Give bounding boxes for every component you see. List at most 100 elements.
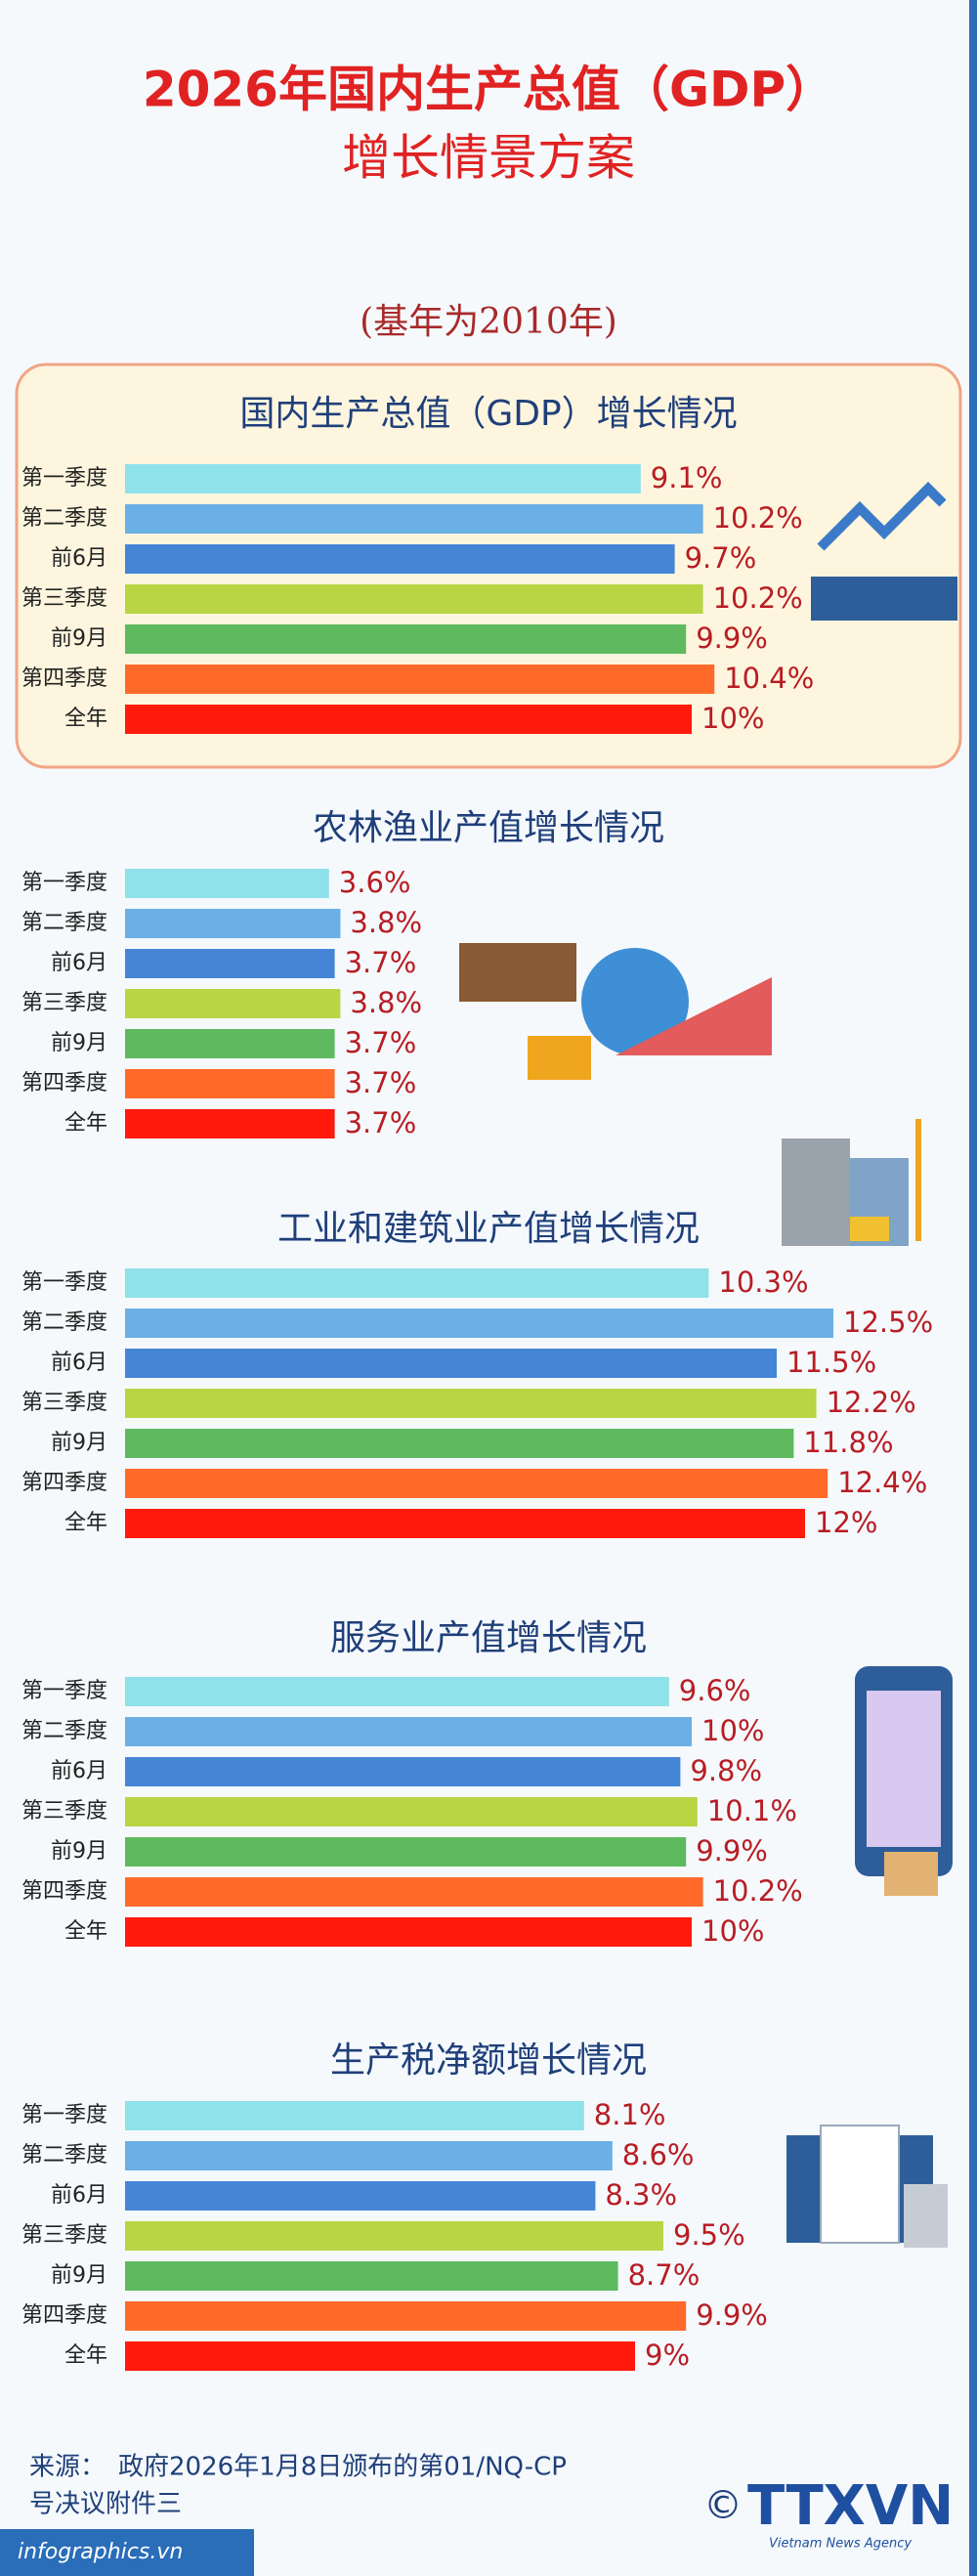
value-label: 12.5% bbox=[843, 1306, 933, 1339]
site-band bbox=[0, 2529, 254, 2576]
bar bbox=[125, 1837, 687, 1867]
bar bbox=[125, 2141, 613, 2170]
value-label: 10% bbox=[701, 1714, 764, 1747]
category-label: 前9月 bbox=[51, 2263, 107, 2288]
chart-title: 农林渔业产值增长情况 bbox=[313, 808, 664, 848]
title-line2: 增长情景方案 bbox=[342, 130, 635, 187]
bar bbox=[125, 1469, 828, 1498]
category-label: 前6月 bbox=[51, 1759, 107, 1783]
value-label: 8.7% bbox=[628, 2258, 701, 2292]
category-label: 第二季度 bbox=[21, 2143, 107, 2168]
category-label: 第四季度 bbox=[21, 2303, 107, 2328]
bar bbox=[125, 949, 335, 978]
bar bbox=[125, 2341, 635, 2371]
category-label: 第一季度 bbox=[21, 871, 107, 895]
bar bbox=[125, 1029, 335, 1058]
category-label: 第二季度 bbox=[21, 911, 107, 935]
category-label: 第一季度 bbox=[21, 1679, 107, 1703]
category-label: 前9月 bbox=[51, 626, 107, 651]
bar bbox=[125, 869, 329, 898]
value-label: 10.1% bbox=[707, 1794, 797, 1827]
agency: Vietnam News Agency bbox=[769, 2537, 912, 2552]
value-label: 8.3% bbox=[605, 2178, 677, 2211]
title-line1: 2026年国内生产总值（GDP） bbox=[143, 62, 834, 118]
value-label: 3.8% bbox=[350, 906, 422, 939]
copyright: © bbox=[703, 2483, 743, 2528]
category-label: 第三季度 bbox=[21, 991, 107, 1015]
value-label: 9% bbox=[645, 2339, 690, 2372]
category-label: 第一季度 bbox=[21, 2103, 107, 2127]
bar bbox=[125, 705, 692, 734]
agriculture-icon bbox=[459, 943, 772, 1080]
bar bbox=[125, 1069, 335, 1098]
value-label: 3.6% bbox=[339, 866, 411, 899]
value-label: 9.1% bbox=[651, 461, 723, 494]
bar bbox=[125, 1349, 777, 1378]
value-label: 9.7% bbox=[685, 541, 757, 575]
bar bbox=[125, 1877, 703, 1907]
bar bbox=[125, 989, 341, 1018]
value-label: 9.6% bbox=[679, 1674, 751, 1707]
category-label: 第一季度 bbox=[21, 466, 107, 491]
services-icon bbox=[855, 1666, 953, 1896]
value-label: 9.8% bbox=[690, 1754, 762, 1787]
bar bbox=[125, 1797, 698, 1826]
logo: TTXVN bbox=[747, 2474, 954, 2538]
bar bbox=[125, 1757, 681, 1786]
category-label: 第四季度 bbox=[21, 1071, 107, 1095]
chart-title: 国内生产总值（GDP）增长情况 bbox=[239, 394, 737, 434]
gdp-icon bbox=[811, 481, 957, 621]
bar bbox=[125, 2221, 663, 2251]
value-label: 11.8% bbox=[803, 1426, 893, 1459]
category-label: 第四季度 bbox=[21, 666, 107, 691]
value-label: 12% bbox=[815, 1506, 877, 1539]
category-label: 第一季度 bbox=[21, 1270, 107, 1295]
category-label: 第二季度 bbox=[21, 1719, 107, 1743]
construction-icon bbox=[782, 1119, 921, 1246]
value-label: 12.2% bbox=[827, 1386, 916, 1419]
value-label: 12.4% bbox=[837, 1466, 927, 1499]
bar bbox=[125, 1389, 817, 1418]
value-label: 10.2% bbox=[713, 1874, 803, 1908]
value-label: 3.8% bbox=[350, 986, 422, 1019]
category-label: 前9月 bbox=[51, 1839, 107, 1864]
bar bbox=[125, 2181, 596, 2211]
category-label: 全年 bbox=[64, 1919, 107, 1944]
bar bbox=[125, 1509, 805, 1538]
value-label: 8.6% bbox=[622, 2138, 695, 2171]
category-label: 全年 bbox=[64, 2343, 107, 2368]
category-label: 第四季度 bbox=[21, 1471, 107, 1495]
bar bbox=[125, 1429, 794, 1458]
bar bbox=[125, 2301, 687, 2331]
bar bbox=[125, 1917, 692, 1947]
bar bbox=[125, 665, 715, 694]
edge-strip bbox=[969, 0, 977, 2576]
site: infographics.vn bbox=[18, 2540, 183, 2564]
bar bbox=[125, 584, 703, 614]
bar bbox=[125, 2101, 584, 2130]
value-label: 3.7% bbox=[345, 946, 417, 979]
value-label: 10.2% bbox=[713, 581, 803, 615]
category-label: 第二季度 bbox=[21, 506, 107, 531]
value-label: 9.5% bbox=[673, 2218, 745, 2252]
subtitle: (基年为2010年) bbox=[360, 302, 617, 342]
value-label: 9.9% bbox=[696, 1834, 768, 1868]
category-label: 第三季度 bbox=[21, 2223, 107, 2248]
value-label: 10.3% bbox=[718, 1266, 808, 1299]
category-label: 第三季度 bbox=[21, 1391, 107, 1415]
bar bbox=[125, 1268, 709, 1298]
category-label: 前9月 bbox=[51, 1431, 107, 1455]
value-label: 10.2% bbox=[713, 501, 803, 535]
tax-icon bbox=[786, 2125, 948, 2248]
source-line: 来源： 政府2026年1月8日颁布的第01/NQ-CP bbox=[29, 2453, 567, 2482]
value-label: 11.5% bbox=[786, 1346, 876, 1379]
category-label: 前6月 bbox=[51, 2183, 107, 2208]
value-label: 9.9% bbox=[696, 622, 768, 655]
bar bbox=[125, 504, 703, 534]
value-label: 3.7% bbox=[345, 1026, 417, 1059]
category-label: 第三季度 bbox=[21, 586, 107, 611]
source-line: 号决议附件三 bbox=[29, 2490, 182, 2519]
chart-title: 生产税净额增长情况 bbox=[330, 2040, 647, 2081]
